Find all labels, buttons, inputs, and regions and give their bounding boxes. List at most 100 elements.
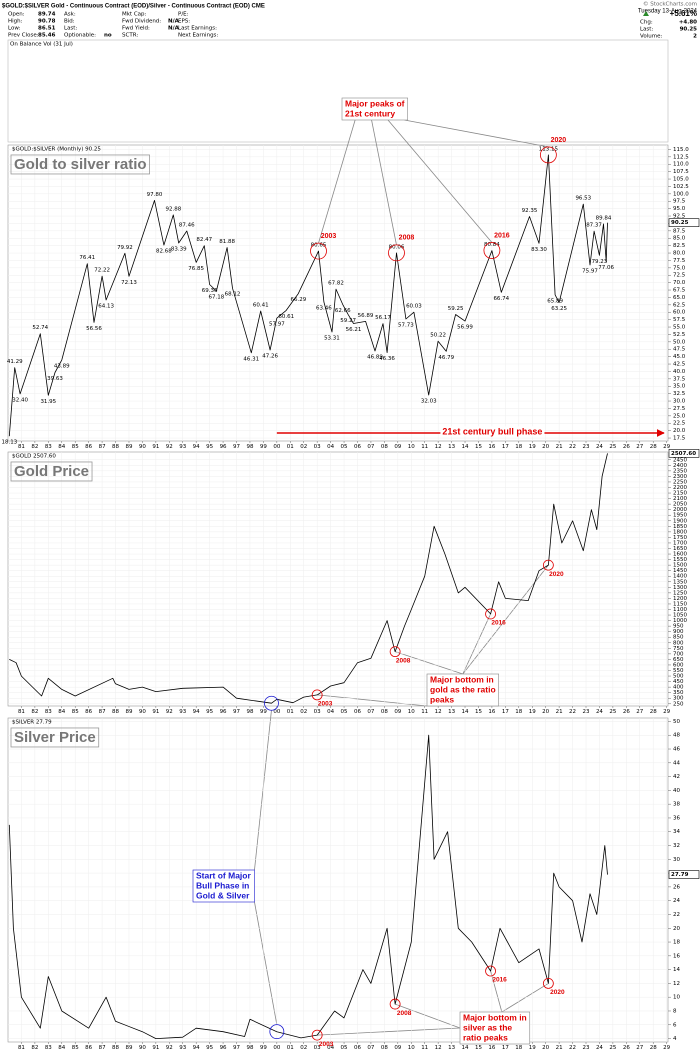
y-tick-label: 72.5 [673, 273, 686, 279]
stat-value: 90.25 [680, 27, 698, 33]
y-tick-label: 27.5 [673, 406, 686, 412]
header-label: Bid: [64, 19, 75, 25]
callout-line [404, 119, 549, 148]
value-label: 79.23 [592, 259, 608, 265]
y-tick-label: 2100 [673, 496, 687, 502]
x-tick-label: 19 [529, 444, 536, 450]
highlight-circle [485, 608, 496, 620]
x-tick-label: 29 [663, 444, 670, 450]
callout-box [341, 97, 408, 121]
x-tick-label: 04 [327, 444, 334, 450]
x-tick-label: 81 [18, 709, 25, 715]
y-tick-label: 750 [673, 646, 684, 652]
x-tick-label: 00 [273, 444, 280, 450]
panel-title-box [10, 154, 150, 175]
x-tick-label: 22 [569, 1045, 576, 1051]
header-label: Fwd Yield: [122, 26, 150, 32]
callout-text: Major bottom in [430, 674, 494, 684]
value-label: 47.26 [262, 353, 278, 359]
x-tick-label: 16 [488, 444, 495, 450]
stat-label: Volume: [640, 34, 662, 40]
value-label: 56.21 [346, 327, 362, 333]
x-tick-label: 05 [341, 444, 348, 450]
x-tick-label: 84 [58, 1045, 65, 1051]
y-tick-label: 67.5 [673, 288, 686, 294]
year-label: 2016 [491, 620, 506, 627]
header-title: $GOLD:$SILVER Gold - Continuous Contract… [2, 4, 265, 10]
last-value-box [668, 449, 700, 458]
y-tick-label: 2050 [673, 502, 687, 508]
callout-text: ratio peaks [463, 1032, 508, 1042]
x-tick-label: 18 [515, 444, 522, 450]
year-label: 2003 [321, 233, 337, 240]
x-tick-label: 89 [125, 444, 132, 450]
value-label: 56.17 [375, 315, 391, 321]
x-tick-label: 82 [31, 1045, 38, 1051]
x-tick-label: 85 [72, 1045, 79, 1051]
year-label: 2003 [318, 701, 333, 708]
x-tick-label: 00 [273, 709, 280, 715]
x-tick-label: 23 [583, 1045, 590, 1051]
x-tick-label: 84 [58, 709, 65, 715]
y-tick-label: 12 [673, 981, 680, 987]
y-tick-label: 60.0 [673, 310, 686, 316]
highlight-circle [483, 242, 501, 259]
x-tick-label: 27 [636, 709, 643, 715]
price-line [9, 453, 608, 704]
x-tick-label: 82 [31, 709, 38, 715]
value-label: 67.82 [328, 281, 344, 287]
x-tick-label: 06 [354, 709, 361, 715]
stat-label: Chg: [640, 20, 653, 26]
x-tick-label: 23 [583, 709, 590, 715]
callout-text: Bull Phase in [196, 880, 249, 890]
x-tick-label: 94 [193, 1045, 200, 1051]
value-label: 96.53 [575, 196, 591, 202]
y-tick-label: 14 [673, 967, 680, 973]
up-icon [643, 11, 649, 16]
y-tick-label: 80.0 [673, 251, 686, 257]
y-tick-label: 650 [673, 657, 684, 663]
x-tick-label: 84 [58, 444, 65, 450]
value-label: 89.84 [596, 215, 612, 221]
y-tick-label: 8 [673, 1008, 677, 1014]
y-tick-label: 95.0 [673, 206, 686, 212]
value-label: 63.46 [316, 305, 332, 311]
x-tick-label: 89 [125, 709, 132, 715]
value-label: 56.56 [86, 326, 102, 332]
x-tick-label: 06 [354, 444, 361, 450]
x-tick-label: 16 [488, 709, 495, 715]
y-tick-label: 105.0 [673, 177, 689, 183]
x-tick-label: 12 [435, 709, 442, 715]
x-tick-label: 01 [287, 709, 294, 715]
indicator-panel [7, 39, 669, 143]
y-tick-label: 500 [673, 674, 684, 680]
y-tick-label: 97.5 [673, 199, 686, 205]
callout-line [317, 694, 428, 707]
value-label: 50.22 [430, 333, 446, 339]
y-tick-label: 1800 [673, 529, 687, 535]
value-label: 72.13 [121, 280, 137, 286]
x-tick-label: 15 [475, 709, 482, 715]
callout-line [254, 901, 278, 1025]
year-label: 2008 [397, 1010, 412, 1017]
value-label: 68.12 [225, 292, 241, 298]
header-value: 89.74 [38, 12, 56, 18]
value-label: 63.25 [551, 306, 567, 312]
header-value: N/A [168, 26, 180, 32]
value-label: 113.15 [539, 146, 559, 152]
x-tick-label: 88 [112, 1045, 119, 1051]
y-tick-label: 1200 [673, 596, 687, 602]
x-tick-label: 17 [502, 1045, 509, 1051]
callout-text: gold as the ratio [430, 684, 496, 694]
y-tick-label: 115.0 [673, 147, 689, 153]
value-label: 59.25 [448, 306, 464, 312]
year-label: 2016 [492, 977, 507, 984]
y-tick-label: 1500 [673, 563, 687, 569]
y-tick-label: 950 [673, 624, 684, 630]
value-label: 41.29 [7, 359, 23, 365]
x-tick-label: 05 [341, 709, 348, 715]
header-label: SCTR: [122, 33, 138, 39]
y-tick-label: 1400 [673, 574, 687, 580]
header-label: Open: [8, 12, 25, 18]
